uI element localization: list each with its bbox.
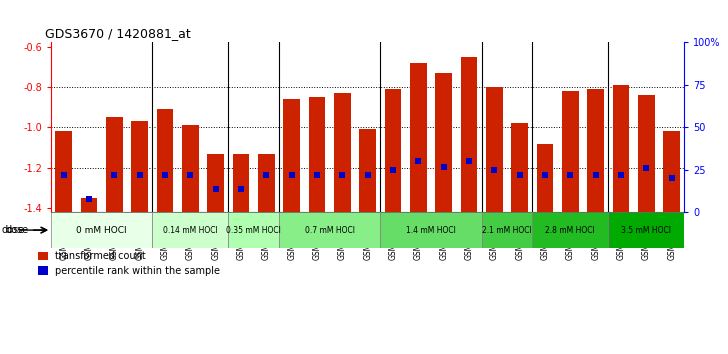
Bar <box>638 95 654 212</box>
Bar <box>562 91 579 212</box>
Text: 0.7 mM HOCl: 0.7 mM HOCl <box>304 225 355 235</box>
Bar <box>283 99 300 212</box>
Bar <box>587 89 604 212</box>
Bar <box>532 212 609 248</box>
Bar <box>152 212 229 248</box>
Bar <box>613 85 629 212</box>
Bar <box>157 109 173 212</box>
Text: 0 mM HOCl: 0 mM HOCl <box>76 225 127 235</box>
Bar <box>609 212 684 248</box>
Bar <box>258 154 274 212</box>
Bar <box>309 97 325 212</box>
Legend: transformed count, percentile rank within the sample: transformed count, percentile rank withi… <box>34 247 224 280</box>
Bar <box>55 131 72 212</box>
Bar <box>182 125 199 212</box>
Bar <box>537 144 553 212</box>
Bar <box>81 198 98 212</box>
Bar <box>511 124 528 212</box>
Bar <box>435 73 452 212</box>
Text: dose: dose <box>1 225 25 235</box>
Text: 2.8 mM HOCl: 2.8 mM HOCl <box>545 225 596 235</box>
Text: 0.35 mM HOCl: 0.35 mM HOCl <box>226 225 281 235</box>
Bar <box>663 131 680 212</box>
Bar <box>380 212 482 248</box>
Bar <box>106 117 122 212</box>
Bar <box>410 63 427 212</box>
Bar <box>461 57 478 212</box>
Text: dose: dose <box>5 225 28 235</box>
Bar <box>229 212 279 248</box>
Text: 0.14 mM HOCl: 0.14 mM HOCl <box>163 225 218 235</box>
Bar <box>233 154 249 212</box>
Bar <box>384 89 401 212</box>
Bar <box>334 93 351 212</box>
Bar <box>482 212 532 248</box>
Text: 3.5 mM HOCl: 3.5 mM HOCl <box>621 225 671 235</box>
Bar <box>51 212 152 248</box>
Text: GDS3670 / 1420881_at: GDS3670 / 1420881_at <box>44 27 191 40</box>
Bar <box>486 87 502 212</box>
Bar <box>131 121 148 212</box>
Bar <box>207 154 224 212</box>
Bar <box>279 212 380 248</box>
Text: 1.4 mM HOCl: 1.4 mM HOCl <box>406 225 456 235</box>
Text: 2.1 mM HOCl: 2.1 mM HOCl <box>482 225 532 235</box>
Bar <box>360 130 376 212</box>
